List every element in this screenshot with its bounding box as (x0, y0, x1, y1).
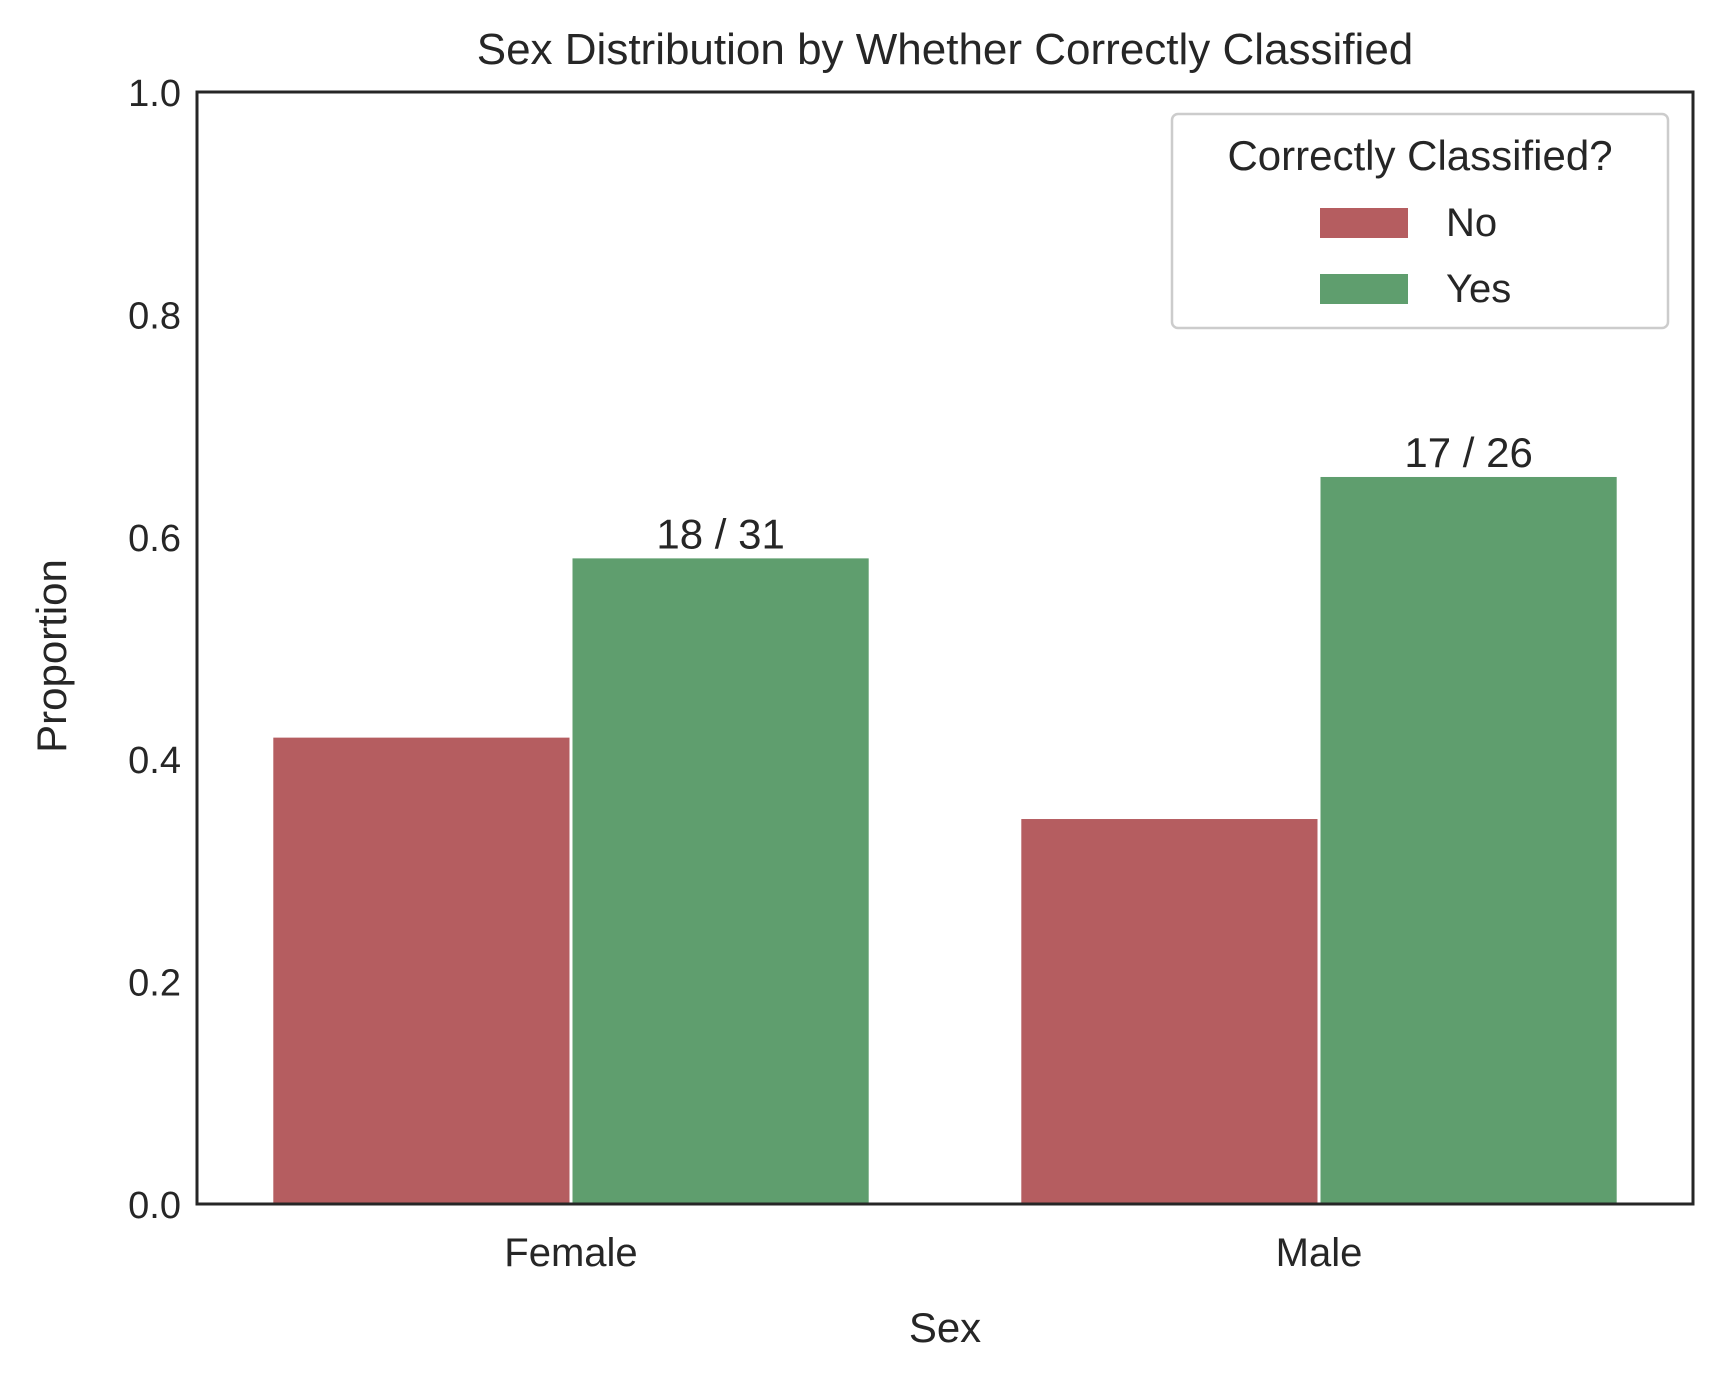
y-tick-label: 1.0 (128, 73, 181, 115)
legend-label-no: No (1446, 201, 1497, 245)
chart-title: Sex Distribution by Whether Correctly Cl… (477, 25, 1414, 74)
y-axis-label: Proportion (28, 559, 75, 753)
legend: Correctly Classified? No Yes (1170, 112, 1670, 330)
y-tick-label: 0.0 (128, 1185, 181, 1227)
x-axis-label: Sex (909, 1304, 981, 1351)
y-tick-label: 0.8 (128, 295, 181, 337)
plot-area: 18 / 31 17 / 26 (273, 429, 1617, 1205)
bar-data-label: 17 / 26 (1404, 429, 1532, 476)
bar-yes-female (572, 558, 869, 1204)
y-tick-label: 0.4 (128, 740, 181, 782)
legend-title: Correctly Classified? (1227, 132, 1612, 179)
legend-box (1170, 112, 1670, 330)
legend-label-yes: Yes (1446, 267, 1511, 311)
x-tick-label: Female (504, 1231, 637, 1275)
bar-no-female (273, 737, 570, 1204)
y-tick-label: 0.6 (128, 518, 181, 560)
legend-swatch-yes (1320, 274, 1408, 304)
bar-yes-male (1320, 476, 1617, 1205)
legend-swatch-no (1320, 208, 1408, 238)
y-tick-label: 0.2 (128, 963, 181, 1005)
x-tick-label: Male (1276, 1231, 1363, 1275)
bar-data-label: 18 / 31 (656, 510, 784, 557)
bar-no-male (1021, 819, 1318, 1204)
plot-frame (195, 90, 1695, 1206)
